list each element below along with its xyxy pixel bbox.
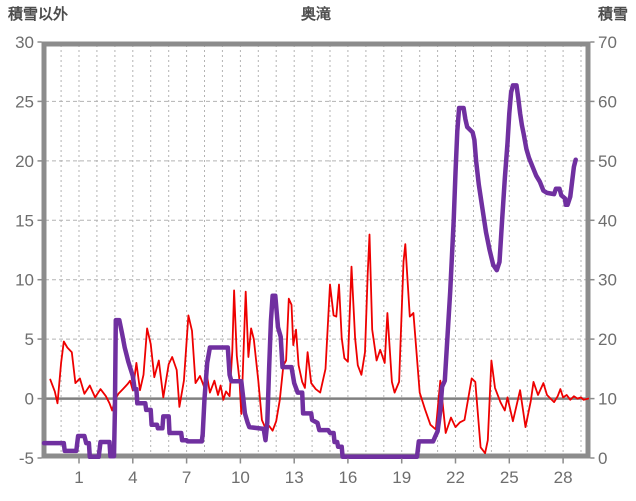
left-axis-title: 積雪以外 <box>7 5 68 23</box>
series-line-non-snow <box>49 233 590 455</box>
tick-marks <box>37 41 595 464</box>
x-tick-label-7: 7 <box>182 468 191 487</box>
left-tick-label-15: 15 <box>15 211 34 230</box>
right-tick-label-60: 60 <box>598 92 617 111</box>
x-tick-label-19: 19 <box>392 468 411 487</box>
left-tick-label-0: 0 <box>25 390 34 409</box>
left-tick-label-25: 25 <box>15 92 34 111</box>
x-tick-label-25: 25 <box>500 468 519 487</box>
gridlines <box>45 45 587 455</box>
series-lines <box>41 83 590 460</box>
left-tick-label-20: 20 <box>15 152 34 171</box>
left-tick-label--5: -5 <box>19 449 34 468</box>
right-tick-label-30: 30 <box>598 271 617 290</box>
right-tick-label-50: 50 <box>598 152 617 171</box>
right-tick-label-10: 10 <box>598 390 617 409</box>
right-axis-title: 積雪 <box>597 5 628 23</box>
right-tick-label-0: 0 <box>598 449 607 468</box>
right-tick-label-20: 20 <box>598 330 617 349</box>
x-tick-label-28: 28 <box>554 468 573 487</box>
series-line-snow <box>41 83 578 460</box>
x-tick-label-16: 16 <box>338 468 357 487</box>
x-tick-label-4: 4 <box>128 468 137 487</box>
plot-border <box>41 41 591 459</box>
left-tick-label-10: 10 <box>15 271 34 290</box>
right-tick-label-70: 70 <box>598 33 617 52</box>
x-tick-label-10: 10 <box>231 468 250 487</box>
left-tick-label-30: 30 <box>15 33 34 52</box>
left-tick-label-5: 5 <box>25 330 34 349</box>
x-tick-label-13: 13 <box>285 468 304 487</box>
x-tick-label-22: 22 <box>446 468 465 487</box>
x-tick-label-1: 1 <box>74 468 83 487</box>
chart-title: 奥滝 <box>301 5 331 23</box>
right-tick-label-40: 40 <box>598 211 617 230</box>
